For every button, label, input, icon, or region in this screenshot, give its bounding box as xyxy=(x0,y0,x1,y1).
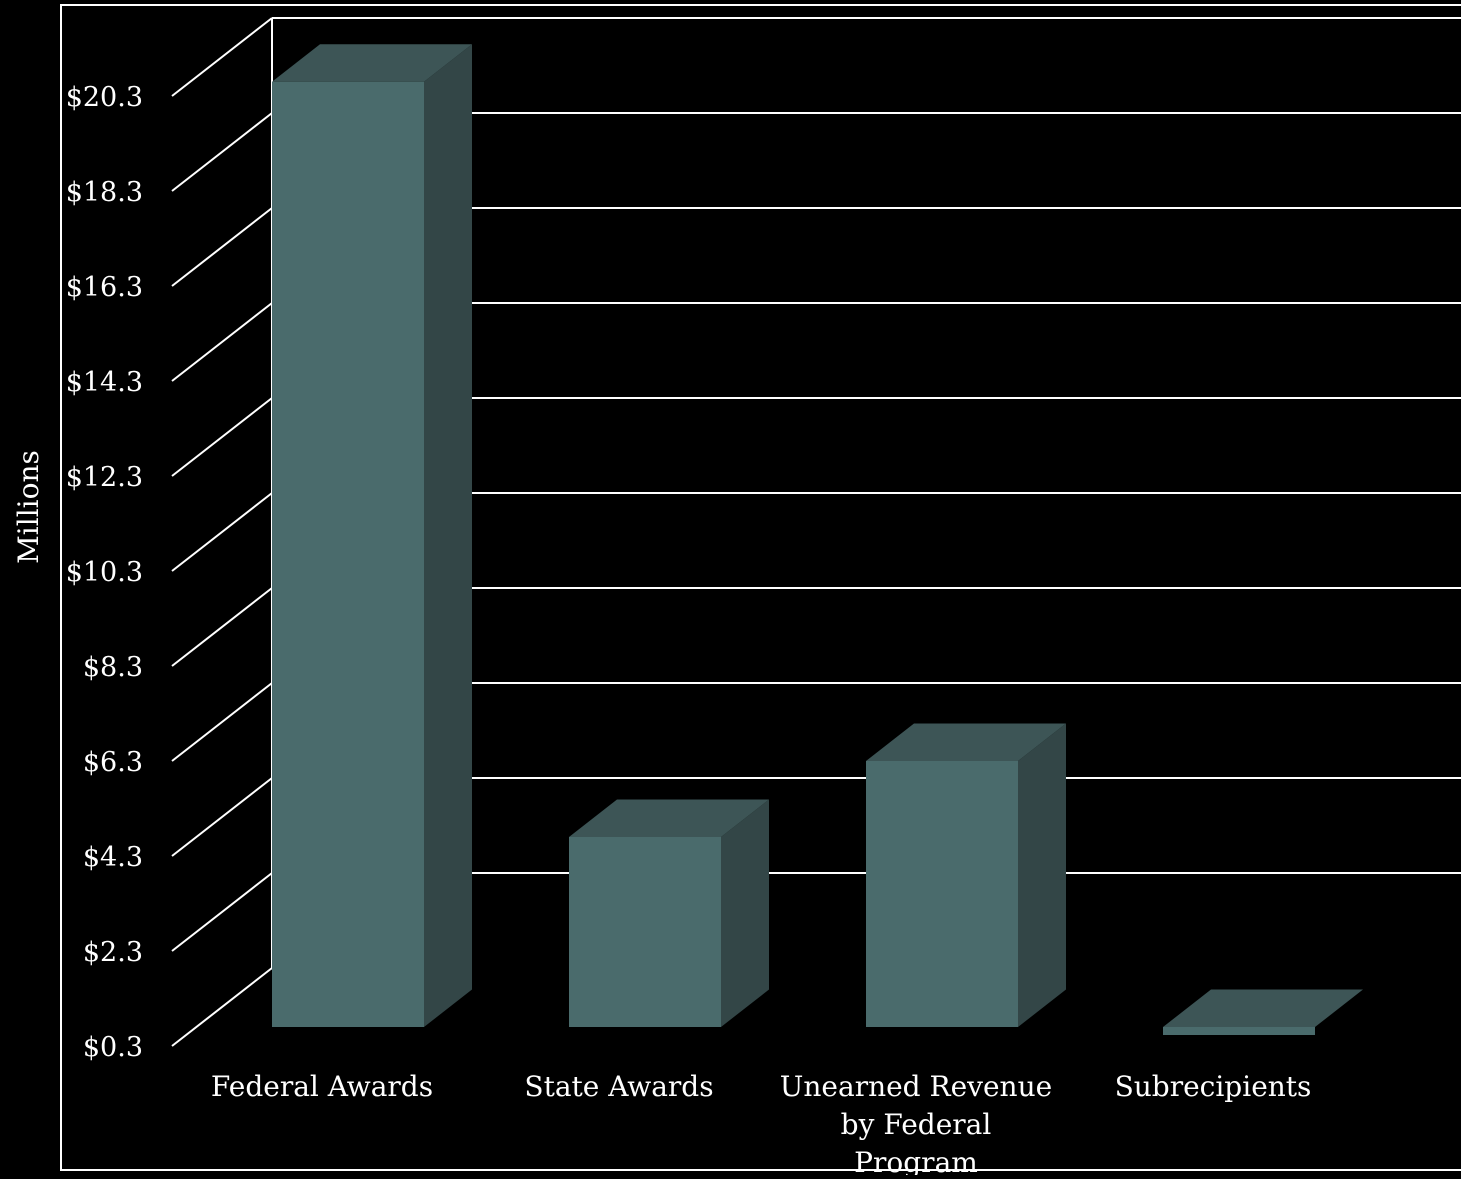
side-wall-line xyxy=(171,682,273,762)
side-wall-line xyxy=(171,207,273,287)
bar-top-face xyxy=(1163,989,1363,1027)
side-wall-line xyxy=(171,112,273,192)
y-tick-label: $0.3 xyxy=(83,1032,143,1063)
bar-side-face xyxy=(721,799,769,1027)
side-wall-line xyxy=(171,492,273,572)
y-tick-label: $12.3 xyxy=(66,462,143,493)
bar-side-face xyxy=(424,44,472,1028)
side-wall-line xyxy=(171,302,273,382)
side-wall-line xyxy=(171,967,273,1047)
y-axis-tick-labels: $0.3 $2.3 $4.3 $6.3 $8.3 $10.3 $12.3 $14.3 $16.3… xyxy=(66,82,143,1063)
side-wall-line xyxy=(171,872,273,952)
y-tick-label: $4.3 xyxy=(83,842,143,873)
x-tick-label: State Awards xyxy=(524,1070,713,1103)
bars xyxy=(272,44,1363,1035)
bar xyxy=(569,799,769,1027)
side-wall-line xyxy=(171,397,273,477)
y-tick-label: $20.3 xyxy=(66,82,143,113)
side-wall-line xyxy=(171,587,273,667)
y-tick-label: $16.3 xyxy=(66,272,143,303)
bar-front-face xyxy=(272,81,424,1027)
y-tick-label: $8.3 xyxy=(83,652,143,683)
y-tick-label: $10.3 xyxy=(66,557,143,588)
bar-side-face xyxy=(1018,723,1066,1027)
y-tick-label: $6.3 xyxy=(83,747,143,778)
bar-top-face xyxy=(866,723,1066,761)
side-wall-line xyxy=(171,17,273,97)
side-wall-line xyxy=(171,777,273,857)
bar-front-face xyxy=(866,761,1018,1027)
bar xyxy=(866,723,1066,1027)
bar-top-face xyxy=(569,799,769,837)
y-tick-label: $18.3 xyxy=(66,177,143,208)
bar-front-face xyxy=(1163,1027,1315,1035)
bar xyxy=(1163,989,1363,1035)
x-tick-label: Unearned Revenue by Federal Program xyxy=(780,1070,1052,1175)
x-tick-label: Federal Awards xyxy=(211,1070,433,1103)
x-axis-tick-labels: Federal Awards State Awards Unearned Reven… xyxy=(211,1070,1312,1179)
bar-front-face xyxy=(569,837,721,1027)
bar xyxy=(272,44,472,1028)
x-tick-label: Subrecipients xyxy=(1115,1070,1312,1103)
y-axis-label: Millions xyxy=(12,450,45,564)
y-tick-label: $2.3 xyxy=(83,937,143,968)
chart-border xyxy=(60,4,1461,1171)
bar-top-face xyxy=(272,44,472,82)
y-tick-label: $14.3 xyxy=(66,367,143,398)
